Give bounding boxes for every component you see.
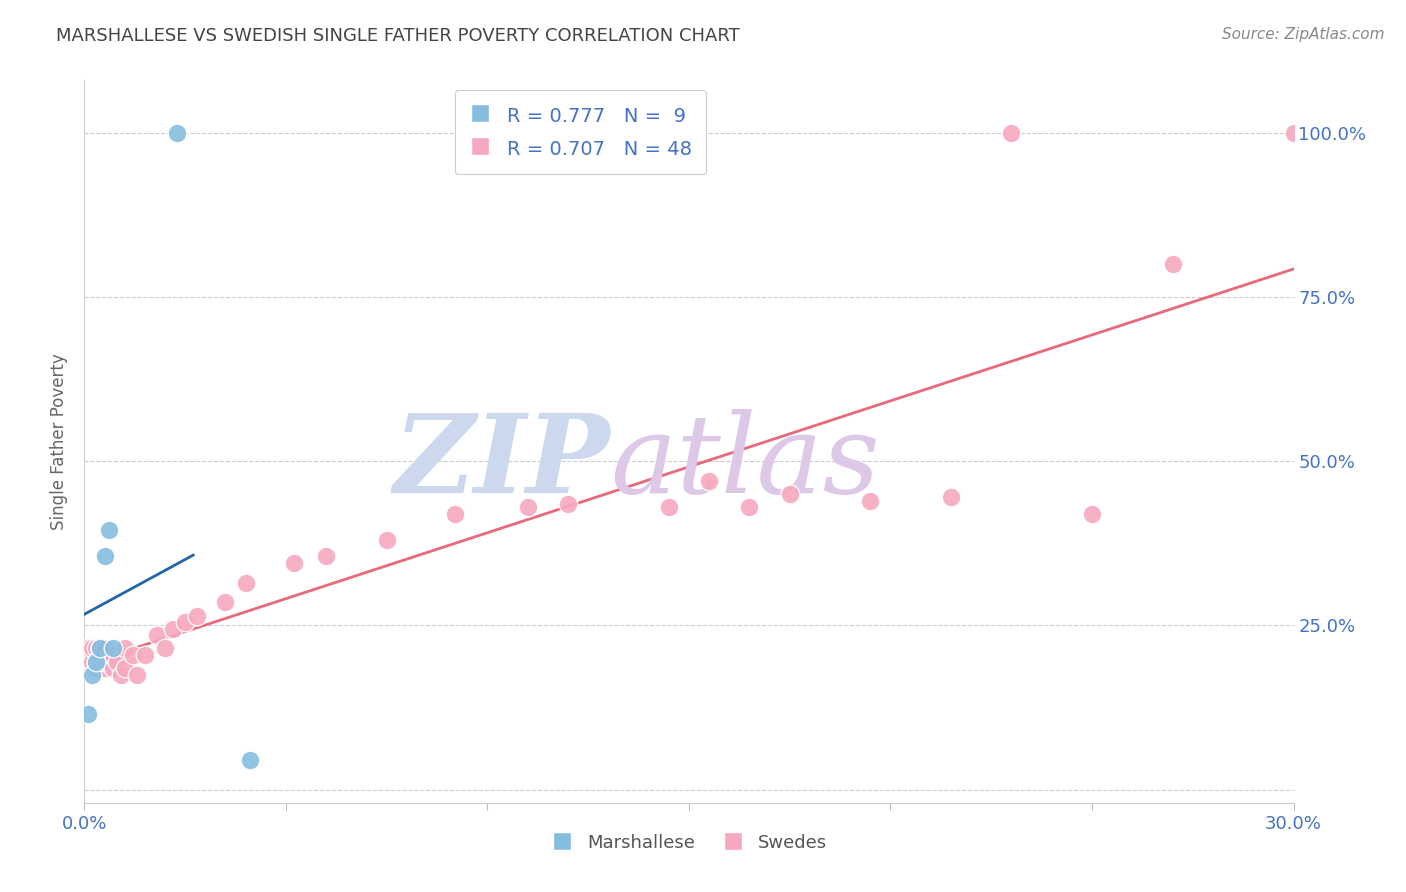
Point xyxy=(97,523,120,537)
Text: atlas: atlas xyxy=(610,409,880,517)
Point xyxy=(557,497,579,511)
Point xyxy=(779,487,801,501)
Point xyxy=(101,648,124,662)
Point xyxy=(283,556,305,570)
Text: ZIP: ZIP xyxy=(394,409,610,517)
Point xyxy=(86,655,108,669)
Point xyxy=(77,707,100,722)
Point xyxy=(89,641,111,656)
Point xyxy=(97,648,120,662)
Point xyxy=(214,595,236,609)
Point xyxy=(375,533,398,547)
Point xyxy=(82,655,104,669)
Text: MARSHALLESE VS SWEDISH SINGLE FATHER POVERTY CORRELATION CHART: MARSHALLESE VS SWEDISH SINGLE FATHER POV… xyxy=(56,27,740,45)
Point xyxy=(239,753,262,767)
Point xyxy=(77,641,100,656)
Point xyxy=(101,641,124,656)
Point xyxy=(134,648,156,662)
Point xyxy=(125,667,148,681)
Point xyxy=(162,622,184,636)
Point xyxy=(516,500,538,515)
Point xyxy=(89,641,111,656)
Point xyxy=(82,641,104,656)
Point xyxy=(86,641,108,656)
Point xyxy=(697,474,720,488)
Point xyxy=(114,641,136,656)
Point xyxy=(1282,126,1305,140)
Point xyxy=(89,648,111,662)
Point xyxy=(105,655,128,669)
Point xyxy=(153,641,176,656)
Point xyxy=(93,661,115,675)
Point xyxy=(146,628,169,642)
Legend: Marshallese, Swedes: Marshallese, Swedes xyxy=(544,826,834,859)
Point xyxy=(658,500,681,515)
Point xyxy=(86,661,108,675)
Point xyxy=(97,655,120,669)
Point xyxy=(93,549,115,564)
Point xyxy=(859,493,882,508)
Point xyxy=(315,549,337,564)
Point xyxy=(82,667,104,681)
Point xyxy=(77,641,100,656)
Point xyxy=(166,126,188,140)
Point xyxy=(235,575,257,590)
Point xyxy=(939,491,962,505)
Point xyxy=(444,507,467,521)
Text: Source: ZipAtlas.com: Source: ZipAtlas.com xyxy=(1222,27,1385,42)
Point xyxy=(101,661,124,675)
Point xyxy=(1081,507,1104,521)
Point xyxy=(121,648,143,662)
Y-axis label: Single Father Poverty: Single Father Poverty xyxy=(51,353,69,530)
Point xyxy=(93,655,115,669)
Point xyxy=(186,608,208,623)
Point xyxy=(174,615,197,630)
Point xyxy=(1000,126,1022,140)
Point xyxy=(89,655,111,669)
Point xyxy=(82,655,104,669)
Point xyxy=(738,500,761,515)
Point xyxy=(110,667,132,681)
Point xyxy=(114,661,136,675)
Point xyxy=(93,641,115,656)
Point xyxy=(1161,257,1184,271)
Point xyxy=(86,655,108,669)
